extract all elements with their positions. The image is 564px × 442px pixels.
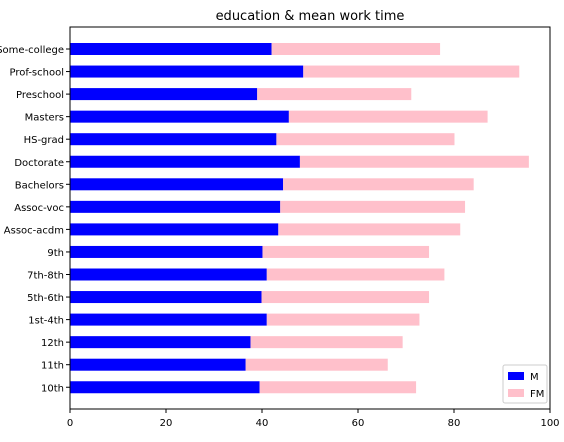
bar-m-some-college bbox=[70, 43, 272, 55]
x-tick-label: 40 bbox=[256, 418, 269, 429]
bar-fm-hs-grad bbox=[276, 133, 455, 146]
bar-fm-doctorate bbox=[299, 155, 529, 168]
y-tick-label: 12th bbox=[41, 338, 64, 349]
y-tick-label: Doctorate bbox=[14, 158, 64, 169]
y-tick-label: Assoc-voc bbox=[14, 203, 64, 214]
legend-label-fm: FM bbox=[530, 389, 544, 400]
y-tick-label: Preschool bbox=[16, 90, 64, 101]
bar-fm-7th-8th bbox=[266, 268, 445, 281]
x-tick-label: 20 bbox=[160, 418, 173, 429]
bar-fm-prof-school bbox=[303, 65, 520, 78]
y-tick-label: Masters bbox=[25, 113, 64, 124]
bar-m-doctorate bbox=[70, 155, 300, 168]
y-tick-label: 7th-8th bbox=[27, 271, 64, 282]
bar-fm-5th-6th bbox=[261, 291, 430, 304]
bar-m-7th-8th bbox=[70, 268, 267, 281]
legend-label-m: M bbox=[530, 372, 539, 383]
y-tick-label: Assoc-acdm bbox=[4, 225, 64, 236]
bar-fm-assoc-voc bbox=[280, 200, 466, 213]
bar-fm-1st-4th bbox=[266, 313, 420, 326]
y-tick-label: 9th bbox=[47, 248, 64, 259]
bar-m-11th bbox=[70, 358, 246, 371]
y-tick-label: 5th-6th bbox=[27, 293, 64, 304]
y-tick-label: Some-college bbox=[0, 45, 64, 56]
bars-layer bbox=[70, 43, 529, 394]
bar-m-1st-4th bbox=[70, 313, 267, 326]
y-tick-label: 10th bbox=[41, 383, 64, 394]
x-tick-label: 0 bbox=[67, 418, 73, 429]
legend-swatch-m bbox=[508, 372, 524, 380]
bar-m-masters bbox=[70, 110, 289, 123]
x-tick-label: 60 bbox=[352, 418, 365, 429]
bar-m-12th bbox=[70, 336, 251, 349]
x-tick-label: 80 bbox=[448, 418, 461, 429]
chart-title: education & mean work time bbox=[216, 9, 405, 24]
bar-fm-12th bbox=[250, 336, 403, 349]
bar-m-assoc-voc bbox=[70, 200, 281, 213]
y-tick-label: HS-grad bbox=[24, 135, 64, 146]
x-tick-label: 100 bbox=[540, 418, 559, 429]
bar-m-assoc-acdm bbox=[70, 223, 279, 236]
bar-m-hs-grad bbox=[70, 133, 277, 146]
bar-fm-11th bbox=[245, 358, 388, 371]
bar-fm-assoc-acdm bbox=[278, 223, 461, 236]
bar-fm-some-college bbox=[271, 43, 441, 55]
bar-m-9th bbox=[70, 245, 263, 258]
bar-fm-preschool bbox=[257, 88, 412, 101]
bar-m-10th bbox=[70, 381, 260, 394]
bar-fm-masters bbox=[288, 110, 488, 123]
y-tick-label: 11th bbox=[41, 361, 64, 372]
bar-fm-9th bbox=[262, 245, 430, 258]
plot-area-frame bbox=[69, 26, 551, 410]
y-tick-label: Prof-school bbox=[9, 68, 64, 79]
legend: M FM bbox=[502, 364, 548, 404]
bar-m-bachelors bbox=[70, 178, 284, 191]
y-axis: Some-college Prof-school Preschool Masters H… bbox=[0, 45, 70, 394]
bar-fm-10th bbox=[259, 381, 417, 394]
bar-m-preschool bbox=[70, 88, 258, 101]
bar-m-prof-school bbox=[70, 65, 304, 78]
x-axis: 0 20 40 60 80 100 bbox=[67, 409, 560, 429]
legend-swatch-fm bbox=[508, 389, 524, 397]
y-tick-label: 1st-4th bbox=[28, 316, 64, 327]
bar-m-5th-6th bbox=[70, 291, 262, 304]
y-tick-label: Bachelors bbox=[15, 180, 64, 191]
bar-fm-bachelors bbox=[283, 178, 474, 191]
